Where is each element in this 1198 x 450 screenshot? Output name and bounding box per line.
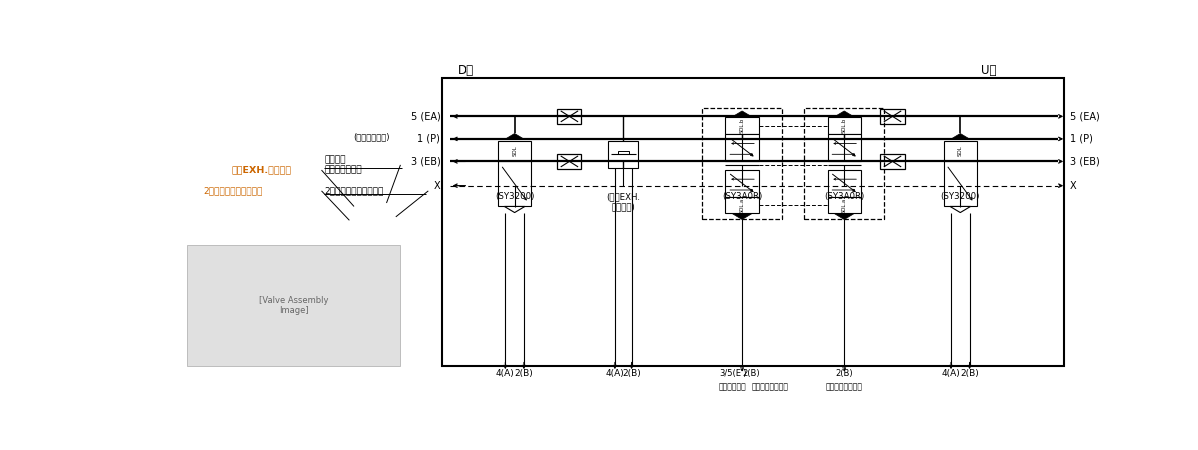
- Bar: [881, 154, 904, 169]
- Text: 2(B): 2(B): [622, 369, 641, 378]
- Bar: [498, 140, 532, 162]
- Text: 3 (EB): 3 (EB): [1070, 157, 1100, 166]
- Text: 1 (P): 1 (P): [1070, 134, 1093, 144]
- Polygon shape: [950, 134, 970, 140]
- Bar: [442, 78, 1064, 366]
- Polygon shape: [504, 134, 525, 140]
- Text: (SY3200): (SY3200): [940, 192, 980, 201]
- Polygon shape: [504, 207, 525, 212]
- Bar: [804, 108, 884, 219]
- Bar: [609, 141, 639, 168]
- Text: 1 (P): 1 (P): [417, 134, 441, 144]
- Text: 真空パッドポート: 真空パッドポート: [751, 382, 788, 392]
- Polygon shape: [732, 111, 752, 117]
- Text: 4(A): 4(A): [496, 369, 515, 378]
- Bar: [828, 170, 861, 197]
- Text: (SY3A0R): (SY3A0R): [722, 192, 762, 201]
- Text: 真空パッドポート: 真空パッドポート: [825, 382, 863, 392]
- Text: 2位置ダブルソレノイド: 2位置ダブルソレノイド: [325, 186, 383, 195]
- Polygon shape: [732, 213, 752, 220]
- Bar: [828, 197, 861, 213]
- Text: 真空圧ポート: 真空圧ポート: [719, 382, 746, 392]
- Text: D側: D側: [458, 63, 474, 76]
- Text: (破壊圧ポート): (破壊圧ポート): [352, 133, 389, 142]
- Text: 5 (EA): 5 (EA): [1070, 111, 1100, 122]
- Bar: [828, 134, 861, 161]
- Text: 3/5(E'): 3/5(E'): [719, 369, 746, 378]
- Bar: [726, 134, 758, 161]
- Text: SOL.a: SOL.a: [842, 198, 847, 213]
- Bar: [881, 109, 904, 124]
- Text: 3 (EB): 3 (EB): [411, 157, 441, 166]
- Bar: [944, 140, 978, 162]
- Text: 2(B): 2(B): [835, 369, 853, 378]
- Bar: [498, 162, 532, 207]
- Text: U側: U側: [981, 63, 997, 76]
- Bar: [828, 117, 861, 134]
- Polygon shape: [834, 213, 854, 220]
- Bar: [726, 170, 758, 197]
- Bar: [944, 162, 978, 207]
- Polygon shape: [950, 207, 970, 212]
- Polygon shape: [834, 111, 854, 117]
- FancyBboxPatch shape: [187, 245, 400, 366]
- Text: SOL: SOL: [512, 146, 518, 157]
- Text: 絞り弁付
真空破壊バルブ: 絞り弁付 真空破壊バルブ: [325, 155, 362, 175]
- Bar: [702, 108, 782, 219]
- Text: 2(B): 2(B): [514, 369, 533, 378]
- Text: SOL.b: SOL.b: [842, 118, 847, 133]
- Text: 2(B): 2(B): [743, 369, 761, 378]
- Bar: [557, 154, 581, 169]
- Bar: [557, 109, 581, 124]
- Bar: [726, 117, 758, 134]
- Text: (SY3200): (SY3200): [495, 192, 534, 201]
- Bar: [618, 151, 629, 154]
- Text: 2(B): 2(B): [960, 369, 979, 378]
- Text: X: X: [1070, 180, 1077, 191]
- Text: (SY3A0R): (SY3A0R): [824, 192, 864, 201]
- Text: SOL.b: SOL.b: [739, 118, 745, 133]
- Text: [Valve Assembly
Image]: [Valve Assembly Image]: [259, 296, 328, 315]
- Text: SOL.a: SOL.a: [739, 198, 745, 213]
- Text: 2位置ダブルソレノイド: 2位置ダブルソレノイド: [204, 186, 264, 195]
- Text: 5 (EA): 5 (EA): [411, 111, 441, 122]
- Text: 単独EXH.ブロック: 単独EXH.ブロック: [231, 166, 291, 175]
- Text: 4(A): 4(A): [942, 369, 961, 378]
- Text: 4(A): 4(A): [605, 369, 624, 378]
- Text: X: X: [434, 180, 441, 191]
- Text: SOL: SOL: [957, 146, 963, 157]
- Text: (単独EXH.
ブロック): (単独EXH. ブロック): [606, 192, 640, 211]
- Bar: [726, 197, 758, 213]
